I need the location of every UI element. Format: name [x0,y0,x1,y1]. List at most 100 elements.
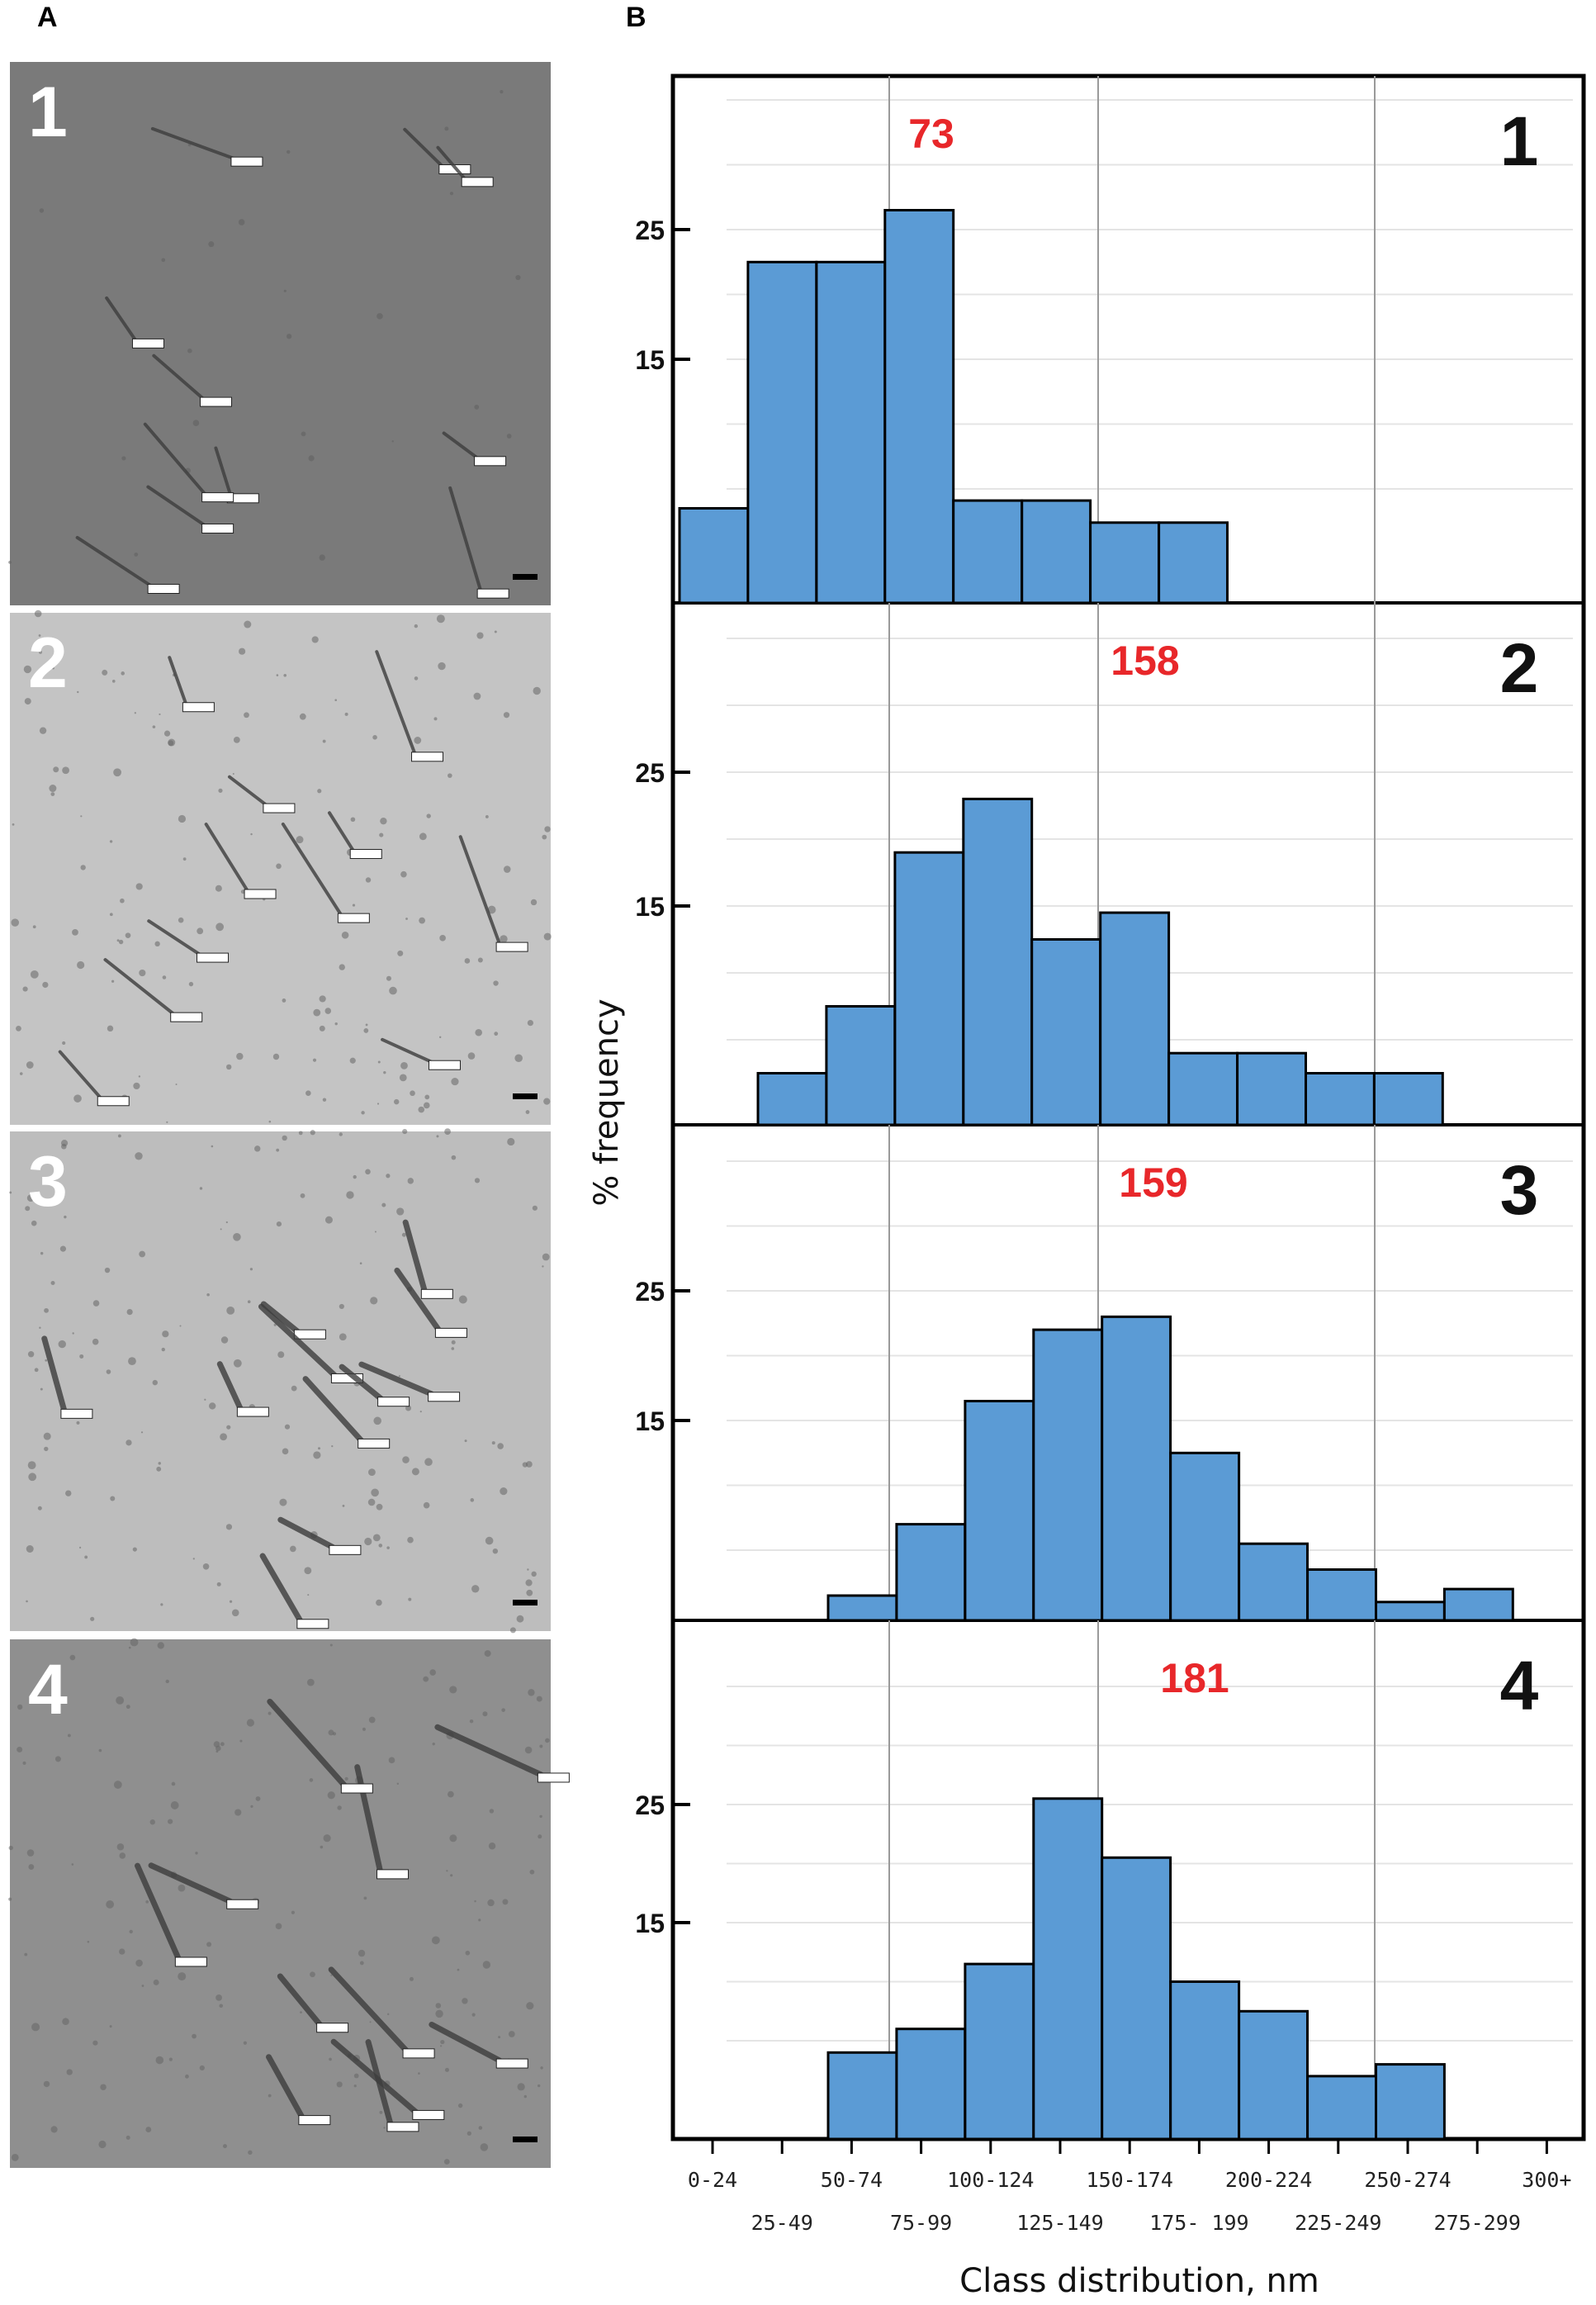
bar-3-7 [1169,1451,1241,1622]
debris-speck [379,832,384,837]
debris-speck [429,1669,436,1676]
debris-speck [250,832,253,836]
debris-speck [276,863,282,870]
bar-2-1 [756,1072,828,1126]
debris-speck [436,1135,439,1138]
debris-speck [407,1536,414,1544]
debris-speck [197,927,204,935]
debris-speck [199,2065,205,2071]
debris-speck [43,2080,50,2088]
rod-particle [103,958,176,1017]
debris-speck [276,674,279,676]
debris-speck [451,1155,457,1160]
debris-speck [80,815,83,818]
bar-4-10 [1375,2063,1446,2141]
debris-speck [282,1448,289,1455]
measurement-tag [349,849,382,860]
debris-speck [166,1121,168,1123]
debris-speck [503,712,510,719]
debris-speck [236,1052,244,1060]
debris-speck [233,1233,241,1241]
rod-particle [150,126,236,161]
debris-speck [168,740,174,747]
histogram-panel-number: 3 [1500,1151,1539,1229]
y-tick-label: 15 [635,892,665,922]
debris-speck [211,1145,214,1148]
debris-speck [482,1711,488,1717]
debris-speck [134,712,136,714]
debris-speck [339,1132,343,1136]
debris-speck [352,904,356,907]
debris-speck [152,1379,158,1386]
bar-3-5 [1032,1328,1104,1622]
debris-speck [359,1961,364,1966]
debris-speck [528,1689,535,1696]
debris-speck [386,1174,391,1179]
measurement-tag [230,156,263,167]
y-tick-label: 25 [635,216,665,245]
debris-speck [543,932,552,941]
bar-1-3 [883,209,955,605]
debris-speck [22,1761,26,1765]
rod-particle [204,823,250,894]
debris-speck [39,727,47,734]
debris-speck [45,1359,48,1362]
debris-speck [291,1385,297,1392]
debris-speck [111,979,115,983]
y-tick-label: 15 [635,345,665,375]
debris-speck [489,1809,495,1814]
debris-speck [471,1585,480,1593]
debris-speck [334,699,338,702]
debris-speck [276,1221,282,1227]
debris-speck [206,1292,210,1297]
debris-speck [128,1357,136,1366]
measurement-tag [97,1096,130,1107]
histogram-panel-3: 15 25 159 3 [635,1125,1573,1622]
debris-speck [394,1098,400,1105]
debris-speck [435,2009,443,2018]
debris-speck [229,1600,233,1603]
debris-speck [76,1420,80,1425]
debris-speck [247,1300,251,1304]
debris-speck [126,2135,130,2140]
rod-particle [147,919,202,957]
debris-speck [26,1600,28,1603]
debris-speck [226,1306,235,1315]
debris-speck [506,434,512,439]
micrograph-background [10,1131,551,1631]
debris-speck [62,766,69,775]
debris-speck [22,986,28,992]
bar-3-10 [1375,1601,1446,1622]
rod-particle [429,2021,503,2064]
rod-particle [330,2038,419,2115]
debris-speck [377,313,383,320]
debris-speck [64,1215,67,1219]
debris-speck [195,1852,198,1855]
debris-speck [544,826,551,832]
rod-particle [436,145,467,181]
debris-speck [268,1120,272,1123]
debris-speck [225,1221,228,1224]
debris-speck [73,1094,82,1103]
debris-speck [386,1546,390,1549]
debris-speck [515,274,521,281]
debris-speck [408,1597,412,1601]
bar-3-6 [1101,1315,1172,1622]
debris-speck [419,832,427,841]
debris-speck [319,554,325,561]
bar-3-8 [1238,1542,1309,1622]
debris-speck [466,2131,471,2136]
debris-speck [30,970,39,979]
debris-speck [426,813,431,818]
debris-speck [168,2057,173,2061]
debris-speck [310,1130,315,1136]
x-tick-label: 200-224 [1225,2168,1312,2192]
debris-speck [208,241,215,248]
debris-speck [344,712,348,716]
bar-4-9 [1306,2075,1377,2141]
debris-speck [11,918,20,927]
debris-speck [540,2066,543,2070]
debris-speck [40,1251,44,1255]
debris-speck [529,1869,535,1875]
